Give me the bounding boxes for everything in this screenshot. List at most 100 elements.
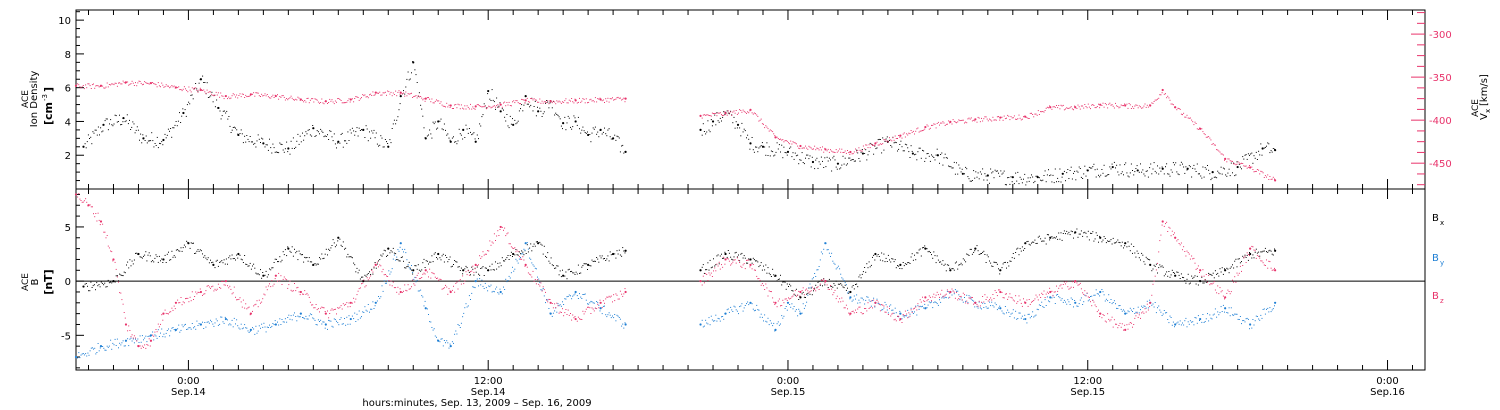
ion-density-dot <box>325 136 327 137</box>
ion-density-dot <box>1174 164 1175 166</box>
bz-dot <box>862 313 864 315</box>
vx-dot <box>417 95 419 97</box>
bx-dot <box>848 292 850 294</box>
bz-dot <box>786 299 788 301</box>
ion-density-dot <box>149 140 150 142</box>
ion-density-dot <box>977 172 979 174</box>
by-dot <box>1101 289 1103 290</box>
by-dot <box>1235 313 1237 315</box>
ion-density-dot <box>911 150 913 152</box>
by-dot <box>430 321 432 323</box>
ion-density-dot <box>996 170 998 172</box>
vx-dot <box>206 89 208 91</box>
bx-dot <box>1172 272 1174 273</box>
ion-density-dot <box>1108 174 1110 175</box>
vx-dot <box>805 145 806 147</box>
bz-dot <box>386 275 387 277</box>
bx-dot <box>943 264 945 266</box>
bz-dot <box>440 279 442 281</box>
ion-density-dot <box>828 157 830 159</box>
bz-dot <box>537 279 538 281</box>
bottom-left-axis-ticks: -505 <box>61 193 84 369</box>
bz-dot <box>443 287 445 289</box>
vx-point <box>499 103 502 106</box>
by-dot <box>288 314 290 316</box>
ion-density-dot <box>916 159 918 161</box>
vx-dot <box>1027 117 1029 119</box>
bx-dot <box>555 267 557 269</box>
vx-dot <box>778 139 780 140</box>
bx-dot <box>543 245 545 247</box>
by-dot <box>1197 315 1199 317</box>
bx-dot <box>532 245 534 247</box>
vx-dot <box>319 102 320 104</box>
bx-dot <box>951 268 953 270</box>
bz-dot <box>144 344 146 346</box>
bz-dot <box>420 277 422 279</box>
bx-dot <box>746 262 747 264</box>
vx-dot <box>1137 107 1139 109</box>
by-dot <box>618 317 620 318</box>
bz-dot <box>724 263 726 265</box>
by-dot <box>445 342 446 344</box>
bx-dot <box>923 247 925 248</box>
ion-density-dot <box>1094 169 1096 171</box>
by-dot <box>939 299 940 301</box>
bz-dot <box>361 283 362 285</box>
by-dot <box>933 302 935 304</box>
vx-dot <box>133 85 135 86</box>
by-dot <box>935 302 937 303</box>
ion-density-dot <box>188 101 190 103</box>
bx-dot <box>956 261 957 263</box>
vx-dot <box>807 148 809 150</box>
bz-dot <box>248 306 250 308</box>
ion-density-dot <box>895 142 897 144</box>
ion-density-dot <box>172 127 174 129</box>
vx-dot <box>295 98 297 100</box>
by-dot <box>764 314 766 316</box>
by-point <box>899 312 902 315</box>
vx-dot <box>585 98 587 100</box>
by-dot <box>1230 307 1232 309</box>
bx-dot <box>526 244 528 246</box>
ion-density-dot <box>170 128 172 129</box>
bottom-left-tick-label: 0 <box>65 277 71 288</box>
by-dot <box>305 315 307 317</box>
by-dot <box>1036 308 1038 310</box>
bz-dot <box>815 290 817 292</box>
ion-density-dot <box>936 148 938 150</box>
ion-density-dot <box>227 118 229 120</box>
by-dot <box>361 316 362 318</box>
bx-dot <box>1015 252 1017 253</box>
bz-dot <box>822 279 823 281</box>
bx-dot <box>97 285 99 287</box>
ion-density-dot <box>843 163 845 165</box>
ion-density-dot <box>330 130 332 132</box>
bx-dot <box>1092 231 1094 233</box>
vx-dot <box>1191 119 1193 121</box>
bx-dot <box>803 296 805 298</box>
vx-dot <box>1129 104 1131 106</box>
ion-density-dot <box>1036 175 1038 177</box>
by-dot <box>1157 307 1158 309</box>
bz-dot <box>199 288 201 290</box>
vx-dot <box>551 102 553 104</box>
ion-density-dot <box>792 152 794 154</box>
bz-dot <box>351 302 353 304</box>
bx-dot <box>933 251 935 253</box>
by-dot <box>721 316 722 318</box>
bx-dot <box>764 269 766 271</box>
bz-dot <box>532 270 534 272</box>
bx-dot <box>136 252 138 254</box>
bx-dot <box>1118 241 1120 243</box>
vx-dot <box>489 106 491 108</box>
bz-dot <box>157 323 159 325</box>
vx-dot <box>956 122 957 124</box>
ion-density-dot <box>1098 174 1099 176</box>
ion-density-dot <box>1245 154 1247 156</box>
bz-point <box>749 263 752 266</box>
vx-dot <box>358 99 360 101</box>
bz-point <box>899 317 902 321</box>
by-dot <box>548 308 550 309</box>
ion-density-dot <box>900 140 902 142</box>
